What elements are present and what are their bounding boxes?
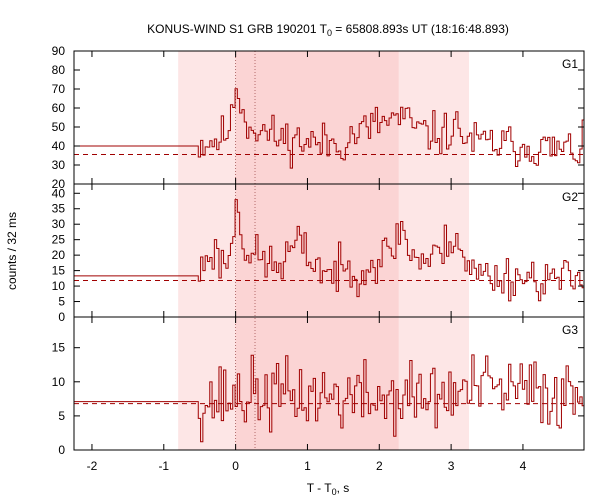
g3-y-tick-label: 5 <box>58 409 65 423</box>
g2-lightcurve <box>74 199 584 302</box>
g1-y-tick-label: 80 <box>52 63 66 77</box>
g2-y-tick-label: 25 <box>52 233 66 247</box>
x-tick-label: 4 <box>520 459 527 473</box>
g1-y-tick-label: 70 <box>52 82 66 96</box>
g2-y-tick-label: 10 <box>52 279 66 293</box>
g3-y-tick-label: 10 <box>52 375 66 389</box>
x-tick-label: 1 <box>304 459 311 473</box>
x-axis-label-rest: , s <box>337 481 350 495</box>
g1-y-tick-label: 50 <box>52 120 66 134</box>
x-tick-label: 2 <box>376 459 383 473</box>
g1-y-tick-label: 90 <box>52 44 66 58</box>
g1-y-tick-label: 20 <box>52 177 66 191</box>
g3-y-tick-label: 15 <box>52 341 66 355</box>
g2-y-tick-label: 30 <box>52 217 66 231</box>
x-tick-label: -1 <box>158 459 169 473</box>
g2-y-tick-label: 5 <box>58 295 65 309</box>
chart-title-subscript: 0 <box>327 28 332 38</box>
g2-y-tick-label: 40 <box>52 186 66 200</box>
x-tick-label: -2 <box>87 459 98 473</box>
panel-g3: 0 5 10 15 G3 <box>52 316 585 457</box>
g3-frame <box>73 316 585 451</box>
g2-y-tick-label: 35 <box>52 202 66 216</box>
chart-title-rest: = 65808.893s UT (18:16:48.893) <box>332 22 509 36</box>
panel-label-g3: G3 <box>562 323 578 337</box>
x-axis-label: T - T0, s <box>307 481 350 497</box>
x-axis-label-main: T - T <box>307 481 333 495</box>
panel-label-g2: G2 <box>562 190 578 204</box>
g2-y-tick-label: 20 <box>52 248 66 262</box>
x-axis-label-subscript: 0 <box>332 487 337 497</box>
g2-y-tick-label: 15 <box>52 264 66 278</box>
g1-y-tick-label: 40 <box>52 139 66 153</box>
g3-lightcurve <box>74 354 584 443</box>
chart-title-main: KONUS-WIND S1 GRB 190201 T <box>147 22 328 36</box>
x-tick-label: 0 <box>232 459 239 473</box>
g3-y-tick-label: 0 <box>58 443 65 457</box>
g1-y-tick-label: 30 <box>52 158 66 172</box>
y-axis-label: counts / 32 ms <box>5 212 19 290</box>
chart-title: KONUS-WIND S1 GRB 190201 T0 = 65808.893s… <box>147 22 509 38</box>
shaded-interval-2 <box>235 51 399 450</box>
x-tick-label: 3 <box>448 459 455 473</box>
g2-y-tick-label: 0 <box>58 310 65 324</box>
g1-y-tick-label: 60 <box>52 101 66 115</box>
g1-lightcurve <box>74 88 584 169</box>
panel-label-g1: G1 <box>562 57 578 71</box>
panel-g1: 20 30 40 50 60 70 80 90 G1 <box>52 44 585 191</box>
